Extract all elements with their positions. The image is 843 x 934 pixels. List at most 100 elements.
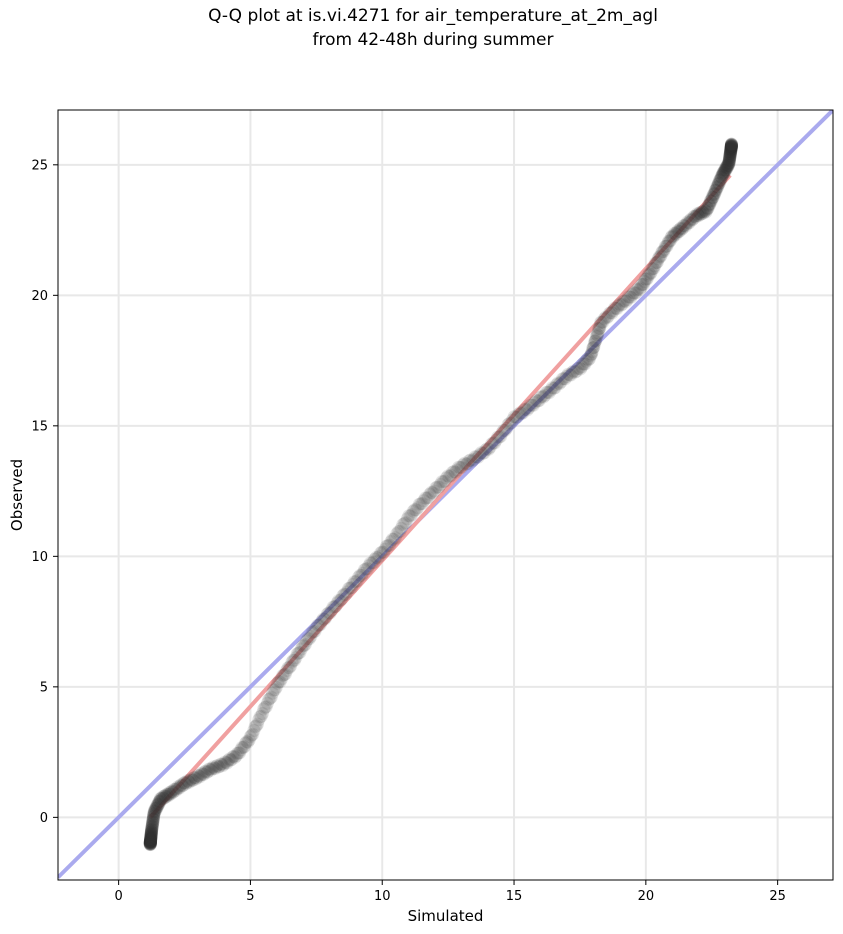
data-point — [286, 653, 300, 667]
data-point — [143, 833, 157, 847]
data-point — [153, 794, 167, 808]
data-point — [601, 309, 615, 323]
data-point — [574, 362, 588, 376]
data-point — [447, 465, 461, 479]
data-point — [584, 347, 598, 361]
data-point — [204, 763, 218, 777]
data-point — [143, 834, 157, 848]
data-point — [144, 828, 158, 842]
data-point — [450, 463, 464, 477]
data-point — [330, 596, 344, 610]
data-point — [535, 389, 549, 403]
data-point — [645, 262, 659, 276]
data-point — [340, 585, 354, 599]
data-point — [240, 735, 254, 749]
data-point — [712, 177, 726, 191]
data-point — [239, 736, 253, 750]
data-point — [150, 800, 164, 814]
data-point — [378, 542, 392, 556]
data-point — [713, 173, 727, 187]
data-point — [717, 163, 731, 177]
data-point — [346, 577, 360, 591]
data-point — [202, 762, 216, 776]
data-point — [247, 724, 261, 737]
data-point — [701, 201, 715, 215]
data-point — [677, 219, 691, 233]
data-point — [268, 683, 282, 697]
y-axis-label: Observed — [8, 459, 26, 531]
x-tick-label: 25 — [769, 889, 786, 904]
data-point — [397, 517, 411, 531]
data-point — [497, 423, 511, 437]
data-point — [700, 201, 714, 215]
data-point — [298, 638, 312, 652]
data-point — [721, 158, 735, 172]
data-point — [336, 589, 350, 603]
data-point — [713, 174, 727, 188]
data-point — [144, 833, 158, 847]
data-point — [198, 765, 212, 779]
data-point — [719, 163, 733, 177]
data-point — [323, 606, 337, 620]
identity-line — [58, 110, 833, 879]
data-point — [696, 206, 710, 220]
data-point — [427, 484, 441, 498]
data-point — [276, 668, 290, 682]
data-point — [724, 138, 738, 152]
data-point — [725, 139, 739, 153]
data-point — [230, 746, 244, 760]
data-point — [723, 149, 737, 163]
data-point — [509, 410, 523, 424]
data-point — [723, 146, 737, 160]
data-point — [156, 791, 170, 805]
data-point — [650, 256, 664, 270]
data-point — [144, 832, 158, 846]
data-point — [144, 831, 158, 845]
data-point — [220, 756, 234, 770]
data-point — [593, 321, 607, 335]
data-point — [379, 539, 393, 553]
data-point — [363, 556, 377, 570]
data-point — [719, 160, 733, 174]
data-point — [722, 153, 736, 167]
data-point — [705, 190, 719, 204]
data-point — [179, 777, 193, 791]
data-point — [144, 825, 158, 839]
data-point — [615, 297, 629, 311]
data-point — [264, 690, 278, 704]
data-point — [375, 545, 389, 559]
data-point — [468, 450, 482, 464]
data-point — [537, 390, 551, 404]
data-point — [172, 781, 186, 795]
data-point — [347, 575, 361, 589]
data-point — [262, 692, 276, 706]
data-point — [215, 757, 229, 771]
data-point — [155, 791, 169, 805]
data-point — [292, 646, 306, 660]
data-point — [467, 452, 481, 466]
data-point — [622, 290, 636, 304]
data-point — [271, 676, 285, 690]
data-point — [609, 301, 623, 315]
data-point — [659, 239, 673, 253]
data-point — [342, 582, 356, 596]
data-point — [718, 165, 732, 179]
data-point — [203, 762, 217, 776]
data-point — [248, 720, 262, 734]
data-point — [491, 430, 505, 444]
data-point — [144, 832, 158, 846]
data-point — [188, 770, 202, 784]
data-point — [578, 357, 592, 371]
data-point — [724, 141, 738, 155]
data-point — [623, 290, 637, 304]
data-point — [713, 173, 727, 187]
data-point — [144, 831, 158, 845]
data-point — [666, 230, 680, 244]
data-point — [284, 659, 298, 673]
data-point — [576, 357, 590, 371]
data-point — [369, 550, 383, 564]
data-point — [724, 144, 738, 158]
fit-line — [148, 173, 732, 819]
data-point — [459, 457, 473, 471]
data-point — [145, 823, 159, 837]
